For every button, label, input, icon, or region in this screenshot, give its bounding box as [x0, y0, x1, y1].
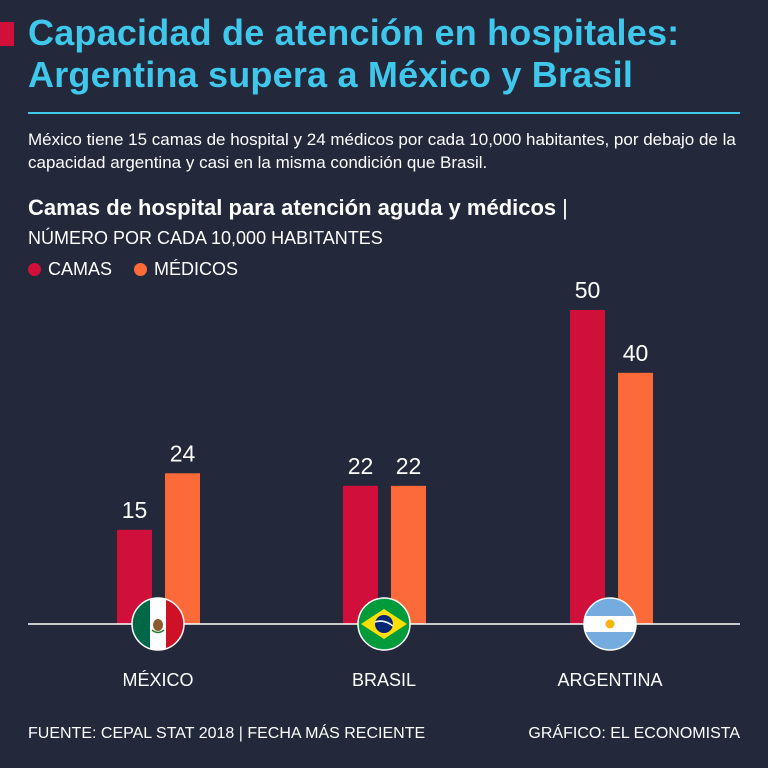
- data-label-medicos-1: 24: [170, 440, 196, 466]
- chart-legend: CAMAS MÉDICOS: [28, 259, 260, 280]
- flag-brazil-icon: [358, 598, 410, 650]
- data-label-camas-1: 15: [122, 497, 148, 523]
- flag-argentina-icon: [584, 598, 636, 650]
- bar-medicos-3: [618, 372, 653, 624]
- data-label-camas-3: 50: [575, 277, 601, 303]
- title-line-1: Capacidad de atención en hospitales:: [28, 12, 680, 53]
- bar-medicos-1: [165, 473, 200, 624]
- category-label-3: ARGENTINA: [557, 670, 662, 690]
- category-label-1: MÉXICO: [122, 670, 193, 690]
- chart-title-text: Camas de hospital para atención aguda y …: [28, 195, 557, 220]
- category-label-2: BRASIL: [352, 670, 416, 690]
- bar-camas-3: [570, 310, 605, 624]
- flag-mexico-icon: [132, 598, 184, 650]
- flag-brazil-ring: [357, 597, 411, 651]
- flag-mexico-ring: [131, 597, 185, 651]
- legend-item-camas: CAMAS: [28, 259, 112, 280]
- subtitle: México tiene 15 camas de hospital y 24 m…: [28, 130, 736, 172]
- flag-argentina-ring: [583, 597, 637, 651]
- chart-title-separator: |: [562, 195, 568, 220]
- credit-note: GRÁFICO: EL ECONOMISTA: [528, 725, 740, 742]
- chart-title: Camas de hospital para atención aguda y …: [28, 195, 568, 221]
- source-note: FUENTE: CEPAL STAT 2018 | FECHA MÁS RECI…: [28, 725, 426, 742]
- data-label-camas-2: 22: [348, 453, 374, 479]
- legend-swatch-medicos: [134, 263, 148, 276]
- data-label-medicos-3: 40: [623, 340, 649, 366]
- legend-swatch-camas: [28, 263, 41, 276]
- title-divider: [28, 112, 740, 114]
- legend-label-medicos: MÉDICOS: [154, 259, 239, 279]
- page-title: Capacidad de atención en hospitales: Arg…: [28, 12, 679, 96]
- title-line-2: Argentina supera a México y Brasil: [28, 54, 634, 95]
- chart-units-label: NÚMERO POR CADA 10,000 HABITANTES: [28, 228, 383, 248]
- data-label-medicos-2: 22: [396, 453, 422, 479]
- title-accent-bar: [0, 22, 14, 46]
- legend-label-camas: CAMAS: [48, 259, 113, 279]
- legend-item-medicos: MÉDICOS: [134, 259, 238, 280]
